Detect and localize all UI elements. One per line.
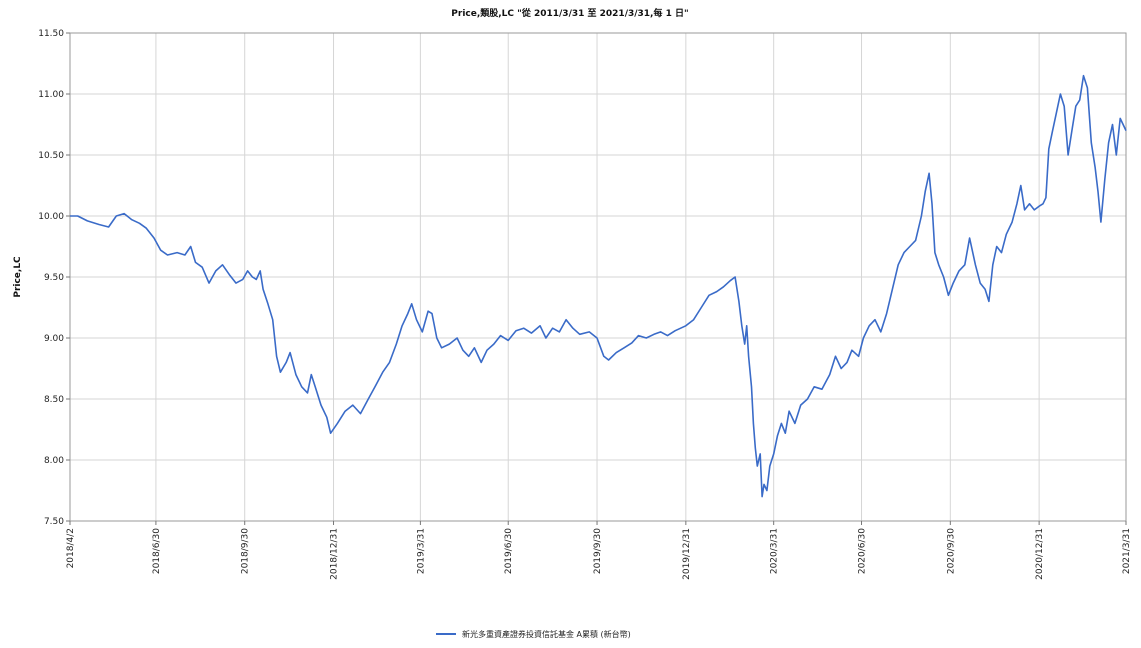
- x-tick-label: 2019/6/30: [504, 528, 514, 574]
- y-tick-label: 8.00: [44, 456, 64, 466]
- y-tick-label: 10.00: [38, 212, 64, 222]
- chart-title: Price,類股,LC "從 2011/3/31 至 2021/3/31,每 1…: [451, 7, 688, 19]
- y-tick-label: 8.50: [44, 395, 64, 405]
- legend: 新光多重資產證券投資信託基金 A累積 (新台幣): [436, 629, 631, 639]
- y-tick-label: 10.50: [38, 151, 64, 161]
- y-axis-ticks: 11.50 11.00 10.50 10.00 9.50 9.00 8.50 8.00 7.50: [38, 29, 70, 527]
- y-tick-label: 11.00: [38, 90, 64, 100]
- x-tick-label: 2018/12/31: [330, 528, 340, 580]
- x-tick-label: 2018/9/30: [241, 528, 251, 574]
- x-tick-label: 2019/12/31: [682, 528, 692, 580]
- x-tick-label: 2019/9/30: [593, 528, 603, 574]
- y-tick-label: 9.00: [44, 334, 64, 344]
- x-tick-label: 2021/3/31: [1122, 528, 1132, 574]
- y-tick-label: 9.50: [44, 273, 64, 283]
- legend-label: 新光多重資產證券投資信託基金 A累積 (新台幣): [462, 629, 631, 639]
- x-tick-label: 2020/9/30: [946, 528, 956, 574]
- x-tick-label: 2020/3/31: [770, 528, 780, 574]
- x-tick-label: 2020/6/30: [858, 528, 868, 574]
- x-tick-label: 2020/12/31: [1035, 528, 1045, 580]
- x-tick-label: 2018/6/30: [152, 528, 162, 574]
- y-tick-label: 11.50: [38, 29, 64, 39]
- y-axis-label: Price,LC: [13, 256, 23, 298]
- x-axis-ticks: 2018/4/2 2018/6/30 2018/9/30 2018/12/31 2019…: [66, 521, 1132, 580]
- x-tick-label: 2018/4/2: [66, 528, 76, 568]
- x-tick-label: 2019/3/31: [416, 528, 426, 574]
- y-tick-label: 7.50: [44, 517, 64, 527]
- gridlines: [69, 32, 1127, 522]
- series-line: [70, 74, 1127, 498]
